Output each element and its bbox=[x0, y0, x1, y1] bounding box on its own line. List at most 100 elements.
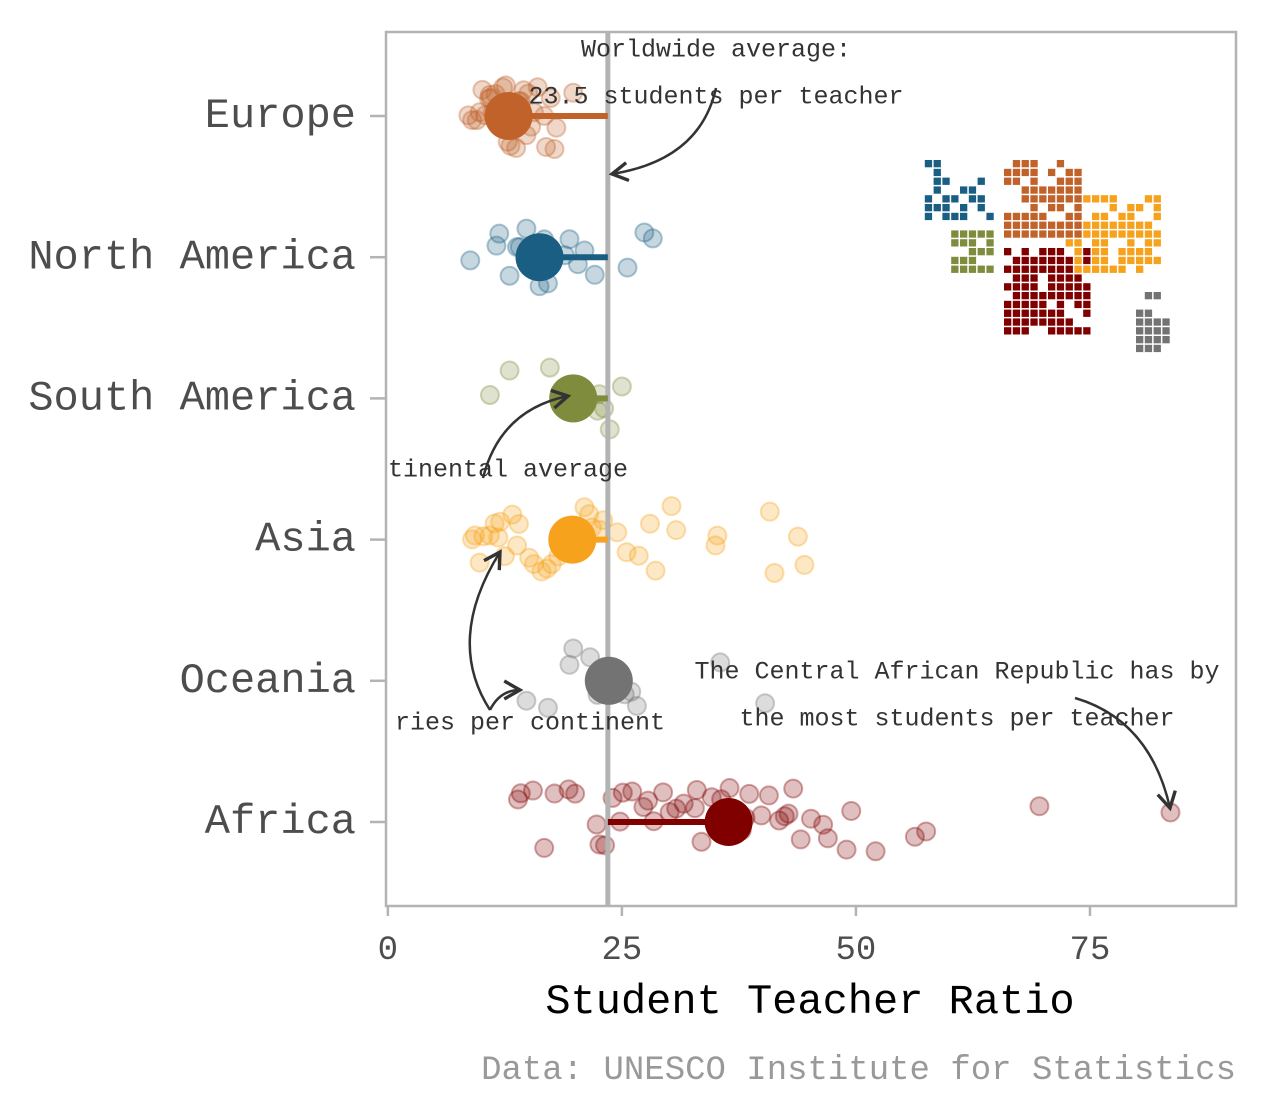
map-tile bbox=[1118, 265, 1126, 273]
country-point bbox=[611, 376, 632, 397]
map-tile bbox=[1109, 204, 1117, 212]
country-point bbox=[488, 527, 509, 548]
map-tile bbox=[1144, 230, 1153, 238]
map-tile bbox=[1100, 221, 1109, 229]
map-tile bbox=[1012, 221, 1021, 229]
map-tile bbox=[1136, 265, 1144, 273]
x-tick-label: 75 bbox=[1070, 932, 1111, 970]
map-tile bbox=[1127, 256, 1135, 265]
map-tile bbox=[1048, 230, 1056, 238]
country-point bbox=[510, 783, 531, 804]
map-tile bbox=[1030, 204, 1038, 212]
country-point bbox=[469, 552, 490, 573]
map-tile bbox=[986, 239, 994, 247]
arrow bbox=[488, 679, 524, 711]
country-point bbox=[559, 654, 580, 675]
map-tile bbox=[1083, 221, 1091, 229]
map-tile bbox=[1144, 248, 1153, 256]
country-point bbox=[710, 652, 731, 673]
map-tile bbox=[1144, 327, 1153, 335]
country-point bbox=[507, 789, 528, 810]
map-tile bbox=[1048, 204, 1056, 212]
country-point bbox=[540, 87, 561, 108]
map-tile bbox=[1030, 256, 1038, 265]
map-tile bbox=[1153, 292, 1161, 300]
country-point bbox=[764, 562, 785, 583]
country-point bbox=[522, 780, 543, 801]
map-tile bbox=[924, 195, 933, 203]
annotation: 23.5 students per teacher bbox=[528, 83, 903, 112]
map-tile bbox=[1012, 265, 1021, 273]
map-tile bbox=[977, 230, 985, 238]
y-tick-label: Europe bbox=[205, 92, 356, 140]
country-point bbox=[758, 785, 779, 806]
map-tile bbox=[1048, 256, 1056, 265]
map-tile bbox=[1074, 292, 1082, 300]
map-tile bbox=[1030, 318, 1038, 326]
map-tile bbox=[1012, 230, 1021, 238]
annotation: the most students per teacher bbox=[739, 705, 1174, 734]
map-tile bbox=[977, 177, 985, 185]
map-tile bbox=[986, 212, 994, 221]
map-tile bbox=[1012, 274, 1021, 282]
map-tile bbox=[986, 265, 994, 273]
map-tile bbox=[1074, 265, 1082, 273]
map-tile bbox=[933, 168, 941, 177]
annotations: Worldwide average: 23.5 students per teac… bbox=[388, 36, 1220, 812]
map-tile bbox=[1083, 230, 1091, 238]
country-point bbox=[634, 222, 655, 243]
map-tile bbox=[1056, 292, 1065, 300]
country-point bbox=[508, 513, 529, 534]
map-tile bbox=[1074, 283, 1082, 291]
country-point bbox=[462, 529, 483, 550]
map-tile bbox=[968, 186, 977, 194]
map-tile bbox=[924, 204, 933, 212]
country-point bbox=[458, 105, 479, 126]
map-tile bbox=[1030, 230, 1038, 238]
map-tile bbox=[1083, 327, 1091, 335]
country-point bbox=[558, 779, 579, 800]
map-tile bbox=[1048, 265, 1056, 273]
map-tile bbox=[1012, 318, 1021, 326]
map-tile bbox=[1074, 212, 1082, 221]
country-point bbox=[563, 82, 584, 103]
map-tile bbox=[1092, 230, 1100, 238]
map-tile bbox=[1030, 309, 1038, 317]
map-tile bbox=[1039, 300, 1047, 309]
country-point bbox=[464, 525, 485, 546]
map-tile bbox=[1039, 212, 1047, 221]
map-tile bbox=[1021, 256, 1029, 265]
y-tick-label: North America bbox=[28, 233, 356, 281]
country-point bbox=[774, 806, 795, 827]
map-tile bbox=[1021, 168, 1029, 177]
map-tile bbox=[968, 230, 977, 238]
country-point bbox=[1029, 796, 1050, 817]
country-point bbox=[794, 554, 815, 575]
map-tile bbox=[1092, 256, 1100, 265]
arrow bbox=[608, 87, 718, 182]
map-tile bbox=[960, 239, 968, 247]
country-point bbox=[534, 837, 555, 858]
map-tile bbox=[1092, 239, 1100, 247]
map-tile bbox=[1030, 265, 1038, 273]
map-tile bbox=[1004, 212, 1012, 221]
map-tile bbox=[1004, 327, 1012, 335]
map-tile bbox=[1030, 283, 1038, 291]
country-point bbox=[684, 798, 705, 819]
map-tile bbox=[1048, 186, 1056, 194]
y-tick-label: South America bbox=[28, 374, 356, 422]
map-tile bbox=[1030, 292, 1038, 300]
map-tile bbox=[1004, 300, 1012, 309]
x-tick-label: 0 bbox=[378, 932, 398, 970]
x-tick-label: 50 bbox=[836, 932, 877, 970]
map-tile bbox=[1127, 248, 1135, 256]
map-tile bbox=[1109, 230, 1117, 238]
map-tile bbox=[1144, 221, 1153, 229]
map-tile bbox=[951, 239, 959, 247]
map-tile bbox=[933, 160, 941, 168]
map-tile bbox=[1056, 221, 1065, 229]
arrow bbox=[481, 388, 572, 479]
map-tile bbox=[1100, 265, 1109, 273]
map-tile bbox=[960, 265, 968, 273]
map-tile bbox=[951, 230, 959, 238]
